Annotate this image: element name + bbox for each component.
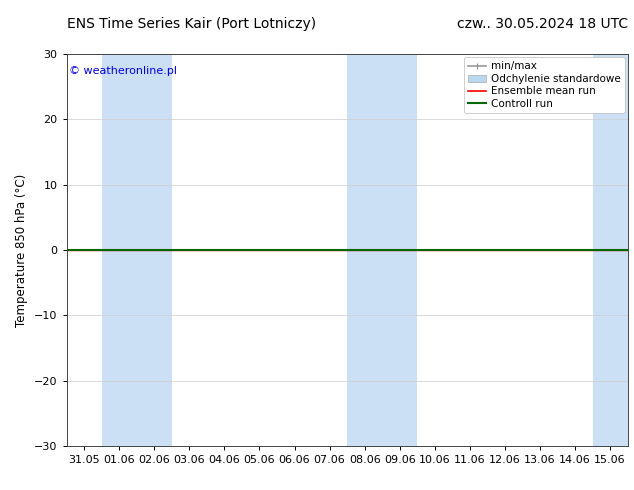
Bar	[101, 54, 137, 446]
Text: czw.. 30.05.2024 18 UTC: czw.. 30.05.2024 18 UTC	[456, 17, 628, 31]
Legend: min/max, Odchylenie standardowe, Ensemble mean run, Controll run: min/max, Odchylenie standardowe, Ensembl…	[463, 57, 624, 113]
Y-axis label: Temperature 850 hPa (°C): Temperature 850 hPa (°C)	[15, 173, 29, 326]
Text: © weatheronline.pl: © weatheronline.pl	[69, 66, 178, 75]
Bar	[137, 54, 172, 446]
Bar	[593, 54, 628, 446]
Bar	[347, 54, 382, 446]
Text: ENS Time Series Kair (Port Lotniczy): ENS Time Series Kair (Port Lotniczy)	[67, 17, 316, 31]
Bar	[382, 54, 417, 446]
